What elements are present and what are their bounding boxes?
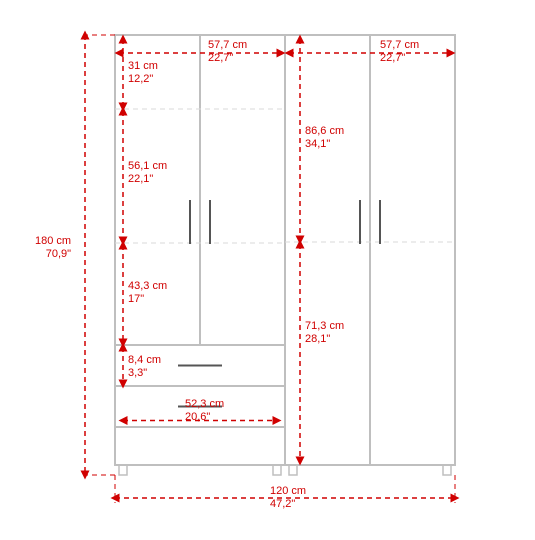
label-seg-561: 56,1 cm 22,1" — [128, 160, 167, 186]
label-seg-84: 8,4 cm 3,3" — [128, 354, 161, 380]
label-top-right-width: 57,7 cm 22,7" — [380, 39, 419, 65]
label-seg-31: 31 cm 12,2" — [128, 60, 158, 86]
label-total-width: 120 cm 47,2" — [270, 485, 306, 511]
label-seg-866: 86,6 cm 34,1" — [305, 125, 344, 151]
label-seg-713: 71,3 cm 28,1" — [305, 320, 344, 346]
label-seg-433: 43,3 cm 17" — [128, 280, 167, 306]
label-top-left-width: 57,7 cm 22,7" — [208, 39, 247, 65]
dimension-diagram: 180 cm 70,9" 120 cm 47,2" 57,7 cm 22,7" … — [0, 0, 535, 535]
label-total-height: 180 cm 70,9" — [35, 235, 71, 261]
diagram-svg — [0, 0, 535, 535]
label-drawer-width: 52,3 cm 20,6" — [185, 398, 224, 424]
